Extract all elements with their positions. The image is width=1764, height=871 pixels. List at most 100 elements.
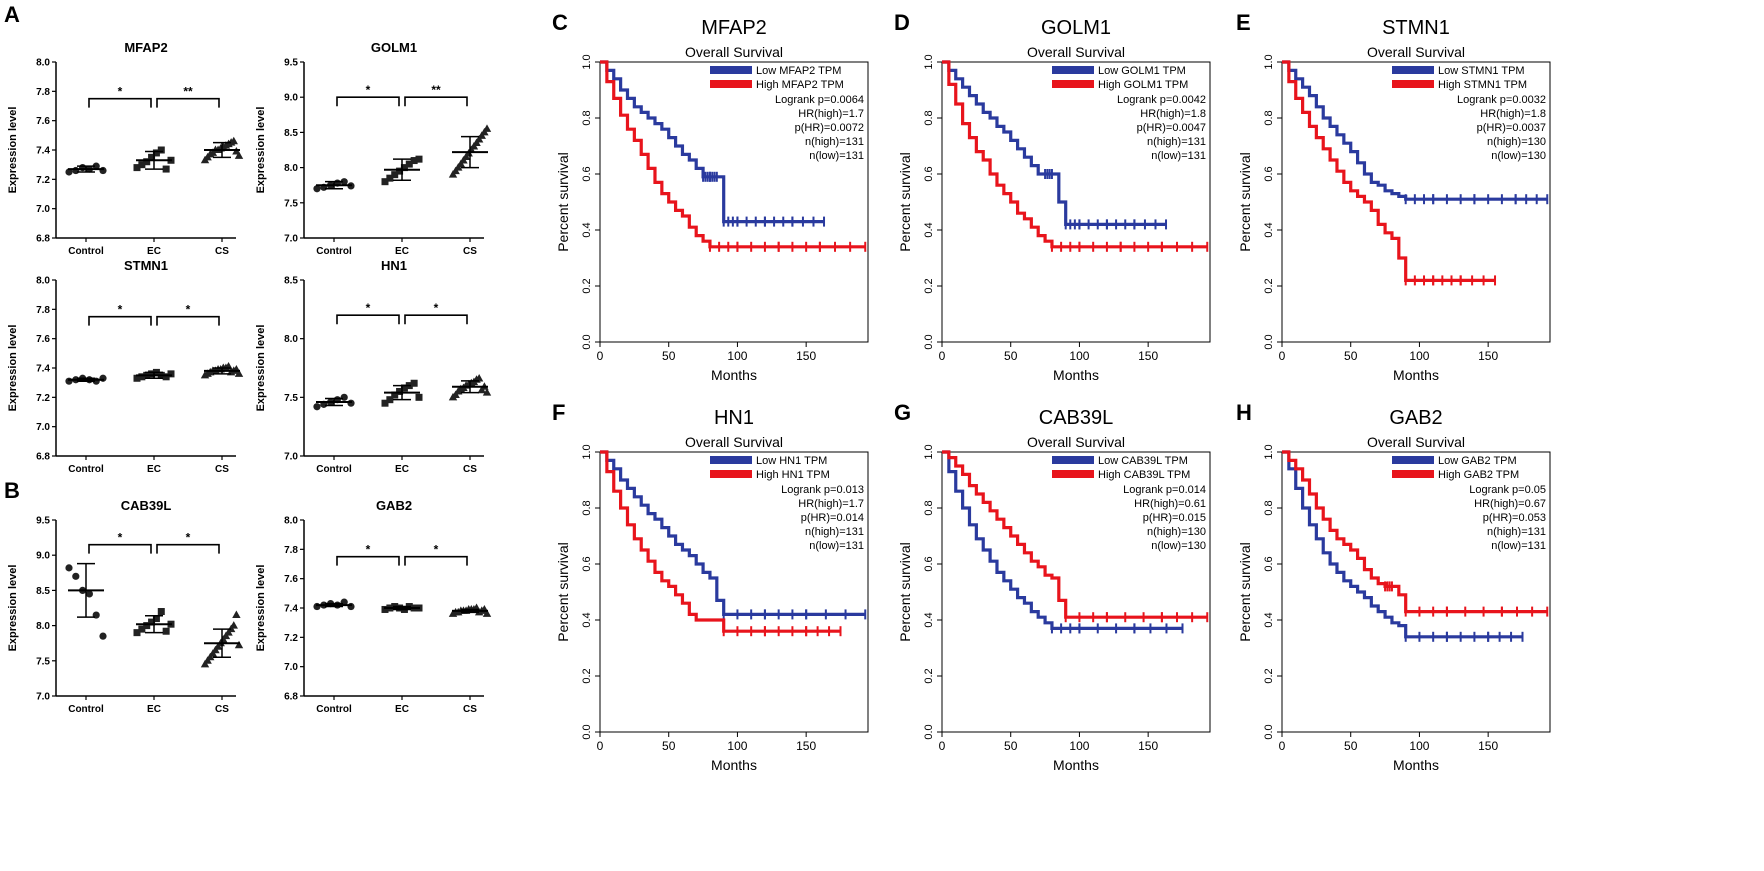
survival-curve-high <box>600 60 866 249</box>
plot-title: GAB2 <box>1389 407 1442 429</box>
x-tick-label: 100 <box>1069 739 1089 753</box>
significance-label: * <box>434 543 439 557</box>
data-point <box>340 393 348 401</box>
y-axis-label: Expression level <box>255 107 267 194</box>
y-tick-label: 7.2 <box>284 633 298 644</box>
stats-line: p(HR)=0.0047 <box>1137 122 1206 134</box>
y-tick-label: 0.4 <box>923 612 935 627</box>
data-point <box>79 164 87 172</box>
km-hn1: HN1 Overall Survival 0.0 0.2 0.4 0.6 0.8 1.0 0 50… <box>555 407 869 773</box>
stats-line: HR(high)=1.8 <box>1140 108 1206 120</box>
significance-label: * <box>118 531 123 545</box>
data-point <box>396 167 404 175</box>
km-stmn1: STMN1 Overall Survival 0.0 0.2 0.4 0.6 0.8 1.0 0… <box>1237 17 1551 383</box>
legend-label-low: Low STMN1 TPM <box>1438 65 1525 77</box>
data-point <box>65 564 73 572</box>
y-tick-label: 7.8 <box>36 87 50 98</box>
y-tick-label: 0.4 <box>1263 612 1275 627</box>
y-axis-label: Expression level <box>7 325 19 412</box>
y-tick-label: 8.5 <box>36 586 50 597</box>
y-axis-label: Expression level <box>7 107 19 194</box>
x-axis-label: Months <box>1053 757 1099 773</box>
y-axis-label: Percent survival <box>897 542 913 642</box>
y-tick-label: 0.4 <box>923 222 935 237</box>
data-point <box>99 166 107 175</box>
x-tick-label: Control <box>68 246 104 257</box>
stats-line: Logrank p=0.05 <box>1469 484 1546 496</box>
data-point <box>99 632 107 640</box>
x-tick-label: Control <box>316 246 352 257</box>
y-tick-label: 7.6 <box>284 574 298 585</box>
y-tick-label: 0.8 <box>581 110 593 125</box>
data-point <box>138 625 146 633</box>
panel-label-d: D <box>894 10 910 35</box>
y-tick-label: 9.0 <box>284 93 298 104</box>
x-tick-label: 150 <box>796 739 816 753</box>
data-point <box>157 146 165 154</box>
data-point <box>410 379 418 387</box>
y-tick-label: 0.8 <box>1263 500 1275 515</box>
data-point <box>415 155 423 163</box>
y-tick-label: 0.2 <box>1263 668 1275 683</box>
x-tick-label: CS <box>463 704 477 715</box>
y-tick-label: 7.2 <box>36 393 50 404</box>
scatter-golm1: GOLM1 Expression level 7.0 7.5 8.0 8.5 9.0 9.5 C… <box>255 40 492 257</box>
survival-curve-low <box>1282 450 1523 639</box>
significance-bracket <box>404 555 468 566</box>
km-gab2: GAB2 Overall Survival 0.0 0.2 0.4 0.6 0.8 1.0 0 5… <box>1237 407 1551 773</box>
data-point <box>347 399 355 407</box>
panel-label-h: H <box>1236 400 1252 425</box>
data-point <box>138 373 146 381</box>
y-tick-label: 0.2 <box>581 668 593 683</box>
data-point <box>381 399 389 407</box>
y-tick-label: 0.8 <box>1263 110 1275 125</box>
scatter-cab39l: CAB39L Expression level 7.0 7.5 8.0 8.5 9.0 9.5… <box>7 498 244 715</box>
data-point <box>157 608 165 616</box>
data-point <box>65 377 73 385</box>
y-tick-label: 6.8 <box>284 692 298 703</box>
x-tick-label: Control <box>68 464 104 475</box>
y-tick-label: 9.5 <box>284 58 298 69</box>
data-point <box>148 153 156 161</box>
y-tick-label: 6.8 <box>36 452 50 463</box>
significance-bracket <box>336 96 400 107</box>
data-point <box>229 136 238 145</box>
stats-line: n(low)=131 <box>1151 150 1206 162</box>
data-point <box>410 157 418 165</box>
x-tick-label: Control <box>316 464 352 475</box>
data-point <box>405 160 413 168</box>
x-tick-label: 150 <box>1138 349 1158 363</box>
panel-label-g: G <box>894 400 912 425</box>
x-tick-label: EC <box>395 704 409 715</box>
data-point <box>85 590 93 598</box>
significance-label: * <box>434 301 439 315</box>
stats-line: HR(high)=1.7 <box>798 498 864 510</box>
legend-label-low: Low GAB2 TPM <box>1438 455 1517 467</box>
y-tick-label: 7.4 <box>284 604 298 615</box>
significance-label: * <box>186 531 191 545</box>
significance-label: * <box>118 303 123 317</box>
plot-frame <box>599 451 869 733</box>
y-tick-label: 7.0 <box>284 234 298 245</box>
y-tick-label: 0.8 <box>923 110 935 125</box>
y-tick-label: 7.4 <box>36 146 50 157</box>
y-tick-label: 0.6 <box>1263 556 1275 571</box>
data-point <box>391 171 399 179</box>
y-tick-label: 7.8 <box>36 305 50 316</box>
significance-bracket <box>88 97 152 108</box>
y-tick-label: 1.0 <box>581 54 593 69</box>
legend-label-high: High STMN1 TPM <box>1438 79 1527 91</box>
data-point <box>72 166 80 175</box>
significance-label: * <box>118 85 123 99</box>
survival-curve-high <box>1282 60 1496 282</box>
plot-title: CAB39L <box>121 498 172 513</box>
y-tick-label: 1.0 <box>581 444 593 459</box>
legend-label-low: Low MFAP2 TPM <box>756 65 841 77</box>
y-tick-label: 0.8 <box>923 500 935 515</box>
plot-title: GOLM1 <box>371 40 417 55</box>
y-tick-label: 7.0 <box>36 204 50 215</box>
y-tick-label: 0.2 <box>1263 278 1275 293</box>
y-tick-label: 0.4 <box>581 612 593 627</box>
x-tick-label: 0 <box>1279 739 1286 753</box>
